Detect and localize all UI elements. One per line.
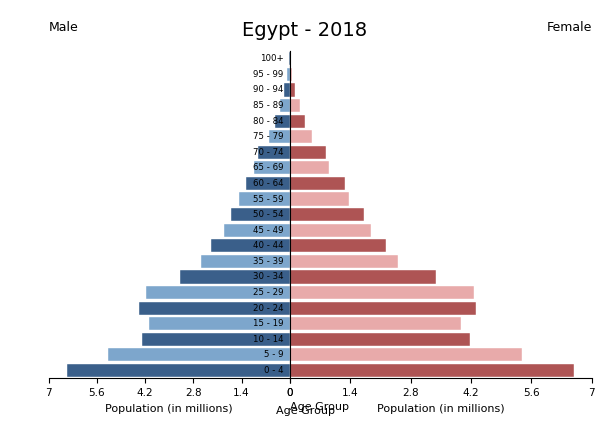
Text: 55 - 59: 55 - 59 <box>253 195 284 204</box>
Bar <box>139 301 290 315</box>
Text: 95 - 99: 95 - 99 <box>254 70 284 79</box>
Text: 50 - 54: 50 - 54 <box>253 210 284 219</box>
Bar <box>290 99 300 112</box>
Bar <box>290 68 292 81</box>
Bar <box>284 83 290 96</box>
Text: 10 - 14: 10 - 14 <box>253 335 284 344</box>
Text: Age Group: Age Group <box>290 402 349 412</box>
Text: 0 - 4: 0 - 4 <box>264 366 284 375</box>
Bar <box>239 193 290 206</box>
Bar <box>142 333 290 346</box>
Text: 35 - 39: 35 - 39 <box>253 257 284 266</box>
Bar <box>108 348 290 362</box>
X-axis label: Population (in millions): Population (in millions) <box>106 405 233 414</box>
Bar <box>66 364 290 377</box>
Text: 65 - 69: 65 - 69 <box>253 163 284 173</box>
X-axis label: Population (in millions): Population (in millions) <box>377 405 504 414</box>
Bar <box>290 348 522 362</box>
Text: 60 - 64: 60 - 64 <box>253 179 284 188</box>
Bar <box>290 114 305 128</box>
Bar <box>290 130 312 143</box>
Bar <box>149 317 290 330</box>
Text: Female: Female <box>547 21 592 34</box>
Text: 70 - 74: 70 - 74 <box>253 148 284 157</box>
Bar <box>181 270 290 283</box>
Bar <box>201 255 290 268</box>
Bar <box>290 301 476 315</box>
Text: 15 - 19: 15 - 19 <box>253 319 284 328</box>
Bar <box>290 224 371 237</box>
Bar <box>258 146 290 159</box>
Bar <box>224 224 290 237</box>
Bar <box>290 364 573 377</box>
Bar <box>290 161 329 175</box>
Text: 30 - 34: 30 - 34 <box>253 272 284 281</box>
Bar <box>211 239 290 252</box>
Text: 40 - 44: 40 - 44 <box>253 241 284 250</box>
Bar <box>146 286 290 299</box>
Text: 5 - 9: 5 - 9 <box>264 350 284 360</box>
Bar <box>269 130 290 143</box>
Bar <box>290 255 398 268</box>
Text: 100+: 100+ <box>260 54 284 63</box>
Text: 80 - 84: 80 - 84 <box>253 116 284 126</box>
Bar <box>290 146 326 159</box>
Text: 90 - 94: 90 - 94 <box>253 85 284 94</box>
Text: 20 - 24: 20 - 24 <box>253 303 284 313</box>
Bar <box>289 52 290 65</box>
Bar <box>290 177 345 190</box>
Bar <box>290 286 475 299</box>
Text: Age Group: Age Group <box>276 406 334 416</box>
Text: 25 - 29: 25 - 29 <box>253 288 284 297</box>
Bar <box>290 239 386 252</box>
Bar <box>290 317 461 330</box>
Bar <box>290 193 350 206</box>
Text: 85 - 89: 85 - 89 <box>253 101 284 110</box>
Bar <box>290 208 364 221</box>
Bar <box>287 68 290 81</box>
Bar <box>290 270 436 283</box>
Bar <box>246 177 290 190</box>
Text: Egypt - 2018: Egypt - 2018 <box>242 21 368 40</box>
Bar <box>290 83 295 96</box>
Text: 75 - 79: 75 - 79 <box>253 132 284 141</box>
Bar <box>290 333 470 346</box>
Bar <box>280 99 290 112</box>
Bar <box>254 161 290 175</box>
Text: 45 - 49: 45 - 49 <box>253 226 284 235</box>
Bar <box>274 114 290 128</box>
Bar <box>231 208 290 221</box>
Text: Male: Male <box>49 21 79 34</box>
